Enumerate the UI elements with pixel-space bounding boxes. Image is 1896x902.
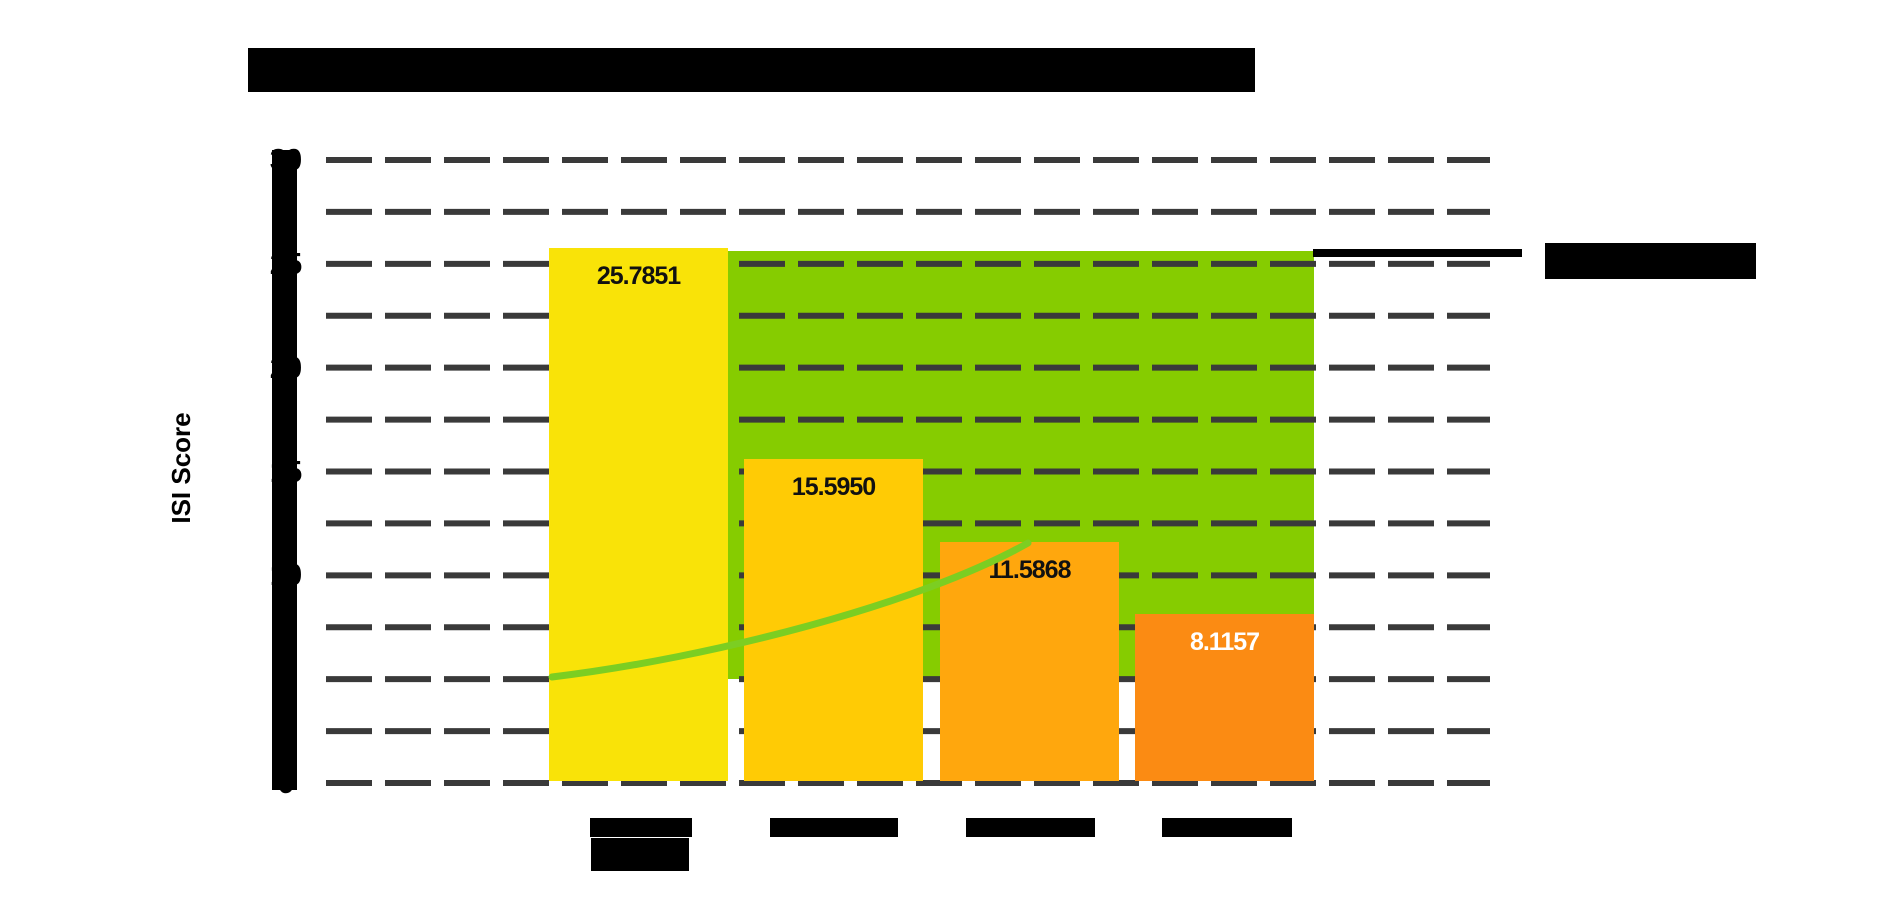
x-tick-label-second-line: … [591, 838, 689, 871]
bar-value-label: 25.7851 [596, 261, 681, 290]
y-tick-label: 0 [277, 765, 294, 800]
x-tick-label: M…S [966, 818, 1095, 837]
x-tick-label: …S [590, 818, 692, 837]
y-tick-label: 20 [269, 349, 302, 385]
y-tick-label: 15 [269, 453, 302, 489]
y-axis-title: ISI Score [166, 412, 196, 524]
annotation-caption: (…e) [1545, 243, 1756, 279]
bar-value-label: 15.5950 [791, 473, 876, 502]
chart-title: T…S [248, 48, 1255, 92]
bar: 25.7851 [549, 247, 728, 781]
bar-value-label: 8.1157 [1189, 628, 1260, 657]
annotation-line [1313, 249, 1522, 257]
y-tick-label: 30 [269, 142, 302, 177]
bar-value-label: 11.5868 [988, 556, 1072, 585]
y-tick-label: 5 [277, 661, 294, 697]
bar: 11.5868 [940, 542, 1119, 781]
x-tick-label: M…S [770, 818, 898, 837]
y-tick-label: 25 [269, 245, 302, 281]
bar: 8.1157 [1135, 614, 1314, 781]
bar: 15.5950 [744, 459, 923, 781]
y-axis-line [272, 150, 297, 790]
y-tick-label: 10 [269, 557, 302, 593]
x-tick-label: M…S [1162, 818, 1292, 837]
